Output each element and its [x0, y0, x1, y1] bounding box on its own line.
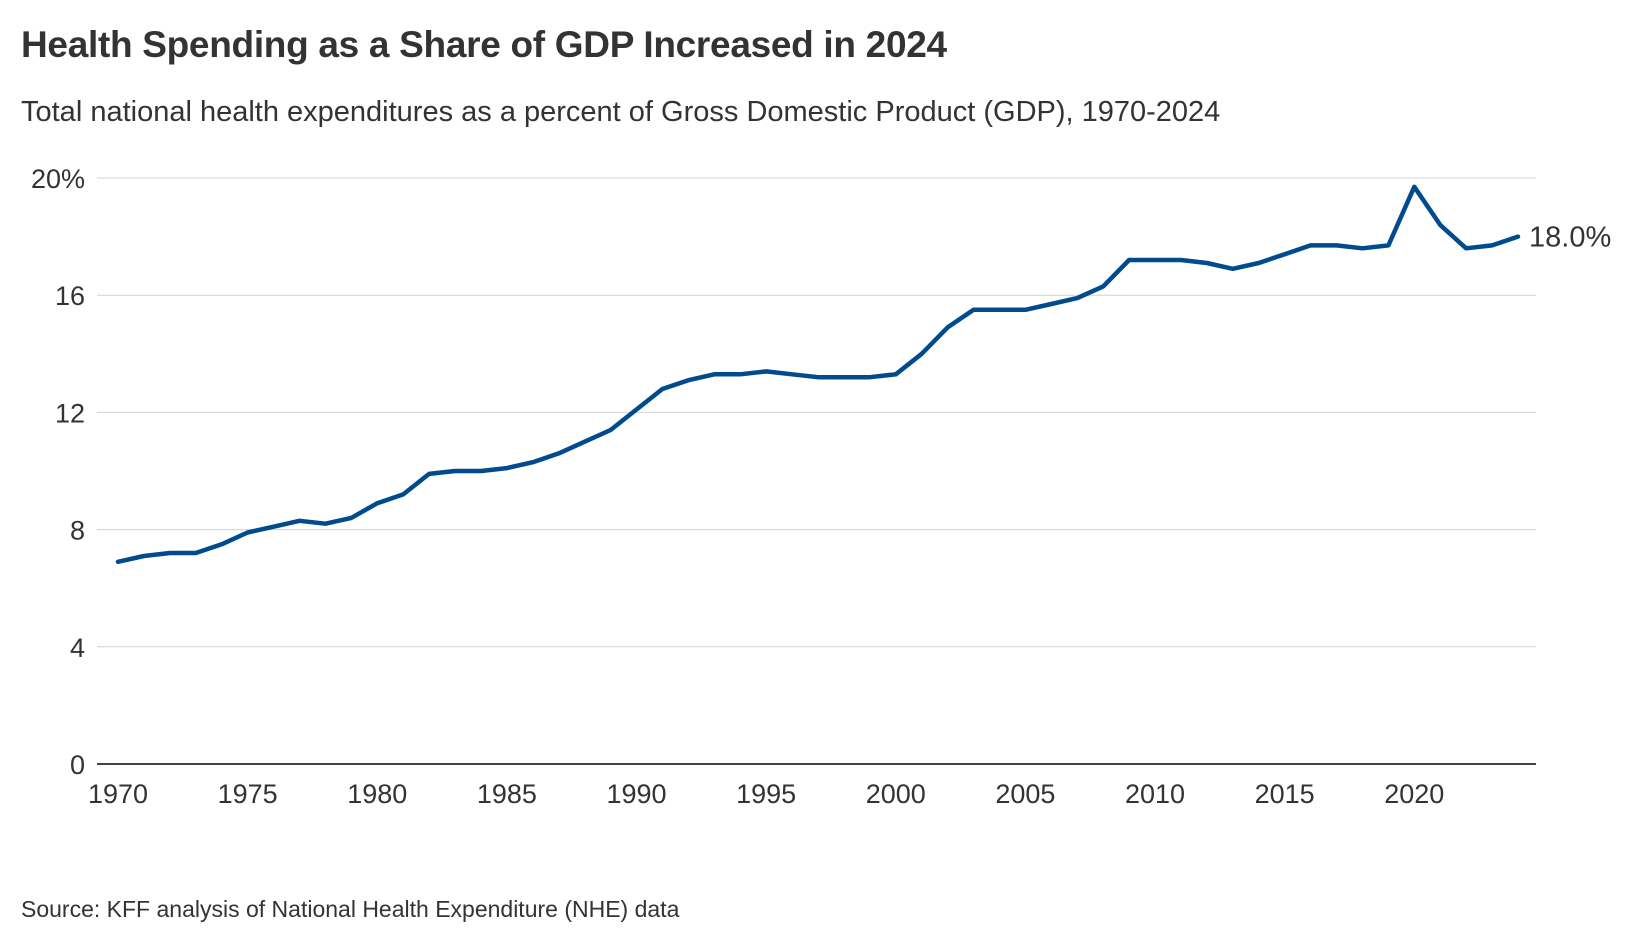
- y-axis-ticks: 0 4 8 12 16 20%: [31, 164, 85, 780]
- y-tick-label: 8: [70, 516, 85, 546]
- x-tick-label: 2000: [866, 779, 926, 809]
- chart-title: Health Spending as a Share of GDP Increa…: [21, 24, 947, 65]
- x-tick-label: 1980: [347, 779, 407, 809]
- y-tick-label: 12: [55, 398, 85, 428]
- x-tick-label: 2015: [1255, 779, 1315, 809]
- x-tick-label: 2020: [1384, 779, 1444, 809]
- x-tick-label: 1995: [736, 779, 796, 809]
- x-tick-label: 1970: [88, 779, 148, 809]
- source-note: Source: KFF analysis of National Health …: [21, 896, 680, 922]
- x-tick-label: 2010: [1125, 779, 1185, 809]
- x-tick-label: 1990: [606, 779, 666, 809]
- series-line: [115, 184, 1521, 565]
- series-group: [115, 184, 1521, 565]
- x-tick-label: 1985: [477, 779, 537, 809]
- x-axis-ticks: 1970 1975 1980 1985 1990 1995 2000 2005 2010 2015…: [88, 779, 1444, 809]
- gridlines: [97, 177, 1536, 648]
- y-tick-label: 4: [70, 633, 85, 663]
- y-tick-label: 0: [70, 750, 85, 780]
- end-value-label: 18.0%: [1529, 222, 1611, 254]
- y-tick-label: 20%: [31, 164, 85, 194]
- y-tick-label: 16: [55, 281, 85, 311]
- chart-subtitle: Total national health expenditures as a …: [21, 96, 1221, 128]
- x-tick-label: 2005: [995, 779, 1055, 809]
- x-tick-label: 1975: [218, 779, 278, 809]
